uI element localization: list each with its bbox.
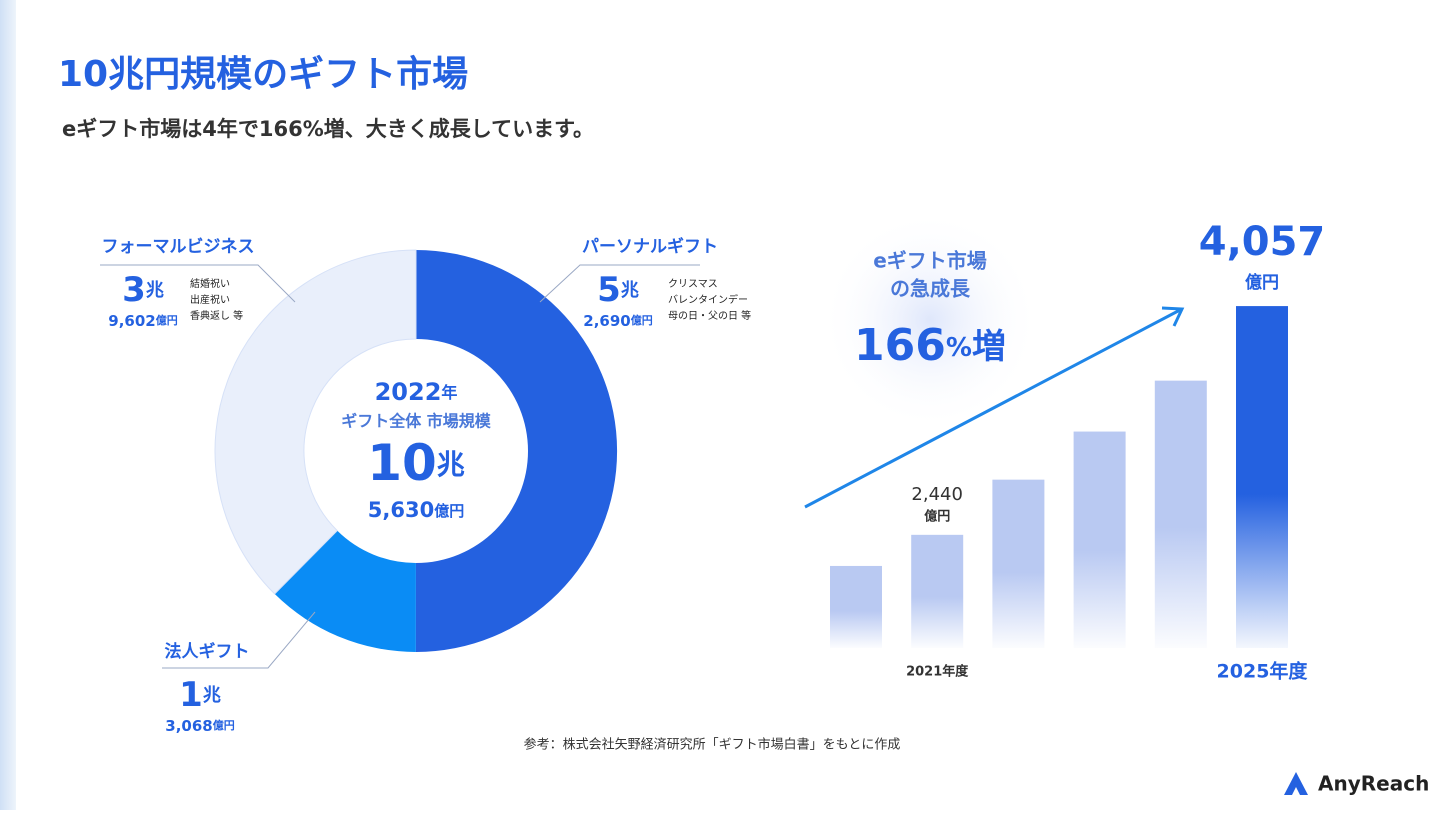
center-year-part: 2022 xyxy=(375,378,442,406)
x-label: 2021年度 xyxy=(906,664,969,680)
annotation-number-part: 増 xyxy=(972,327,1006,367)
segment-major-part: 兆 xyxy=(621,280,639,301)
annotation-number-part: % xyxy=(946,333,972,363)
trend-arrow xyxy=(804,306,1185,509)
annotation-number: 166%増 xyxy=(854,320,1006,371)
segment-minor-part: 9,602 xyxy=(108,312,155,330)
center-total: 10兆 xyxy=(367,434,465,492)
segment-minor-part: 億円 xyxy=(631,313,653,327)
center-total-part: 10 xyxy=(367,434,437,492)
center-total-minor-part: 5,630 xyxy=(368,498,434,522)
segment-major: 3兆 xyxy=(122,270,164,310)
segment-minor: 9,602億円 xyxy=(108,312,177,330)
donut-segment xyxy=(274,530,416,652)
bar xyxy=(1236,306,1288,648)
segment-label: フォーマルビジネス xyxy=(102,237,255,257)
segment-major-part: 1 xyxy=(179,675,203,715)
segment-label: パーソナルギフト xyxy=(582,237,718,257)
donut-segment xyxy=(415,249,618,652)
center-total-minor: 5,630億円 xyxy=(368,498,464,522)
segment-minor-part: 3,068 xyxy=(165,717,212,735)
segment-example: 結婚祝い xyxy=(190,277,230,290)
segment-example: 香典返し 等 xyxy=(190,309,243,322)
logo: AnyReach xyxy=(1284,772,1429,796)
segment-major-part: 3 xyxy=(122,270,146,310)
bar xyxy=(1154,380,1207,648)
glow xyxy=(820,210,1040,430)
donut-segment xyxy=(214,249,417,595)
annotation-line: の急成長 xyxy=(890,277,971,301)
segment-example: 出産祝い xyxy=(190,293,230,306)
segment-major: 5兆 xyxy=(597,270,639,310)
segment-major-part: 兆 xyxy=(146,280,164,301)
bar xyxy=(830,565,882,648)
segment-minor: 2,690億円 xyxy=(583,312,652,330)
annotation-line: eギフト市場 xyxy=(873,249,987,273)
segment-minor-part: 2,690 xyxy=(583,312,630,330)
segment-major-part: 5 xyxy=(597,270,621,310)
leader-line xyxy=(162,611,316,669)
segment-label: 法人ギフト xyxy=(165,641,250,662)
logo-text: AnyReach xyxy=(1318,772,1429,796)
bar xyxy=(911,534,964,648)
segment-minor-part: 億円 xyxy=(213,718,235,732)
bar xyxy=(1073,431,1126,648)
value-unit: 億円 xyxy=(1245,272,1279,293)
segment-example: 母の日・父の日 等 xyxy=(668,309,751,322)
leader-line xyxy=(539,264,700,303)
source: 参考：株式会社矢野経済研究所「ギフト市場白書」をもとに作成 xyxy=(524,737,901,753)
center-total-minor-part: 億円 xyxy=(434,502,464,520)
segment-example: クリスマス xyxy=(668,278,718,290)
center-total-part: 兆 xyxy=(437,448,465,481)
segment-major: 1兆 xyxy=(179,675,221,715)
edge-texture xyxy=(0,0,16,810)
logo-mark xyxy=(1284,772,1308,795)
value-label: 4,057 xyxy=(1199,219,1326,265)
bar xyxy=(992,479,1045,648)
center-year-part: 年 xyxy=(441,383,457,402)
subtitle: eギフト市場は4年で166%増、大きく成長しています。 xyxy=(62,117,594,141)
annotation-number-part: 166 xyxy=(854,320,946,371)
x-label: 2025年度 xyxy=(1217,660,1309,683)
segment-major-part: 兆 xyxy=(203,685,221,706)
center-year: 2022年 xyxy=(375,378,458,406)
segment-minor-part: 億円 xyxy=(156,313,178,327)
leader-line xyxy=(100,264,296,303)
title: 10兆円規模のギフト市場 xyxy=(58,54,468,95)
value-label: 2,440 xyxy=(911,484,963,505)
segment-example: バレンタインデー xyxy=(668,293,748,306)
center-caption: ギフト全体 市場規模 xyxy=(341,412,492,431)
segment-minor: 3,068億円 xyxy=(165,717,234,735)
value-unit: 億円 xyxy=(924,508,950,524)
